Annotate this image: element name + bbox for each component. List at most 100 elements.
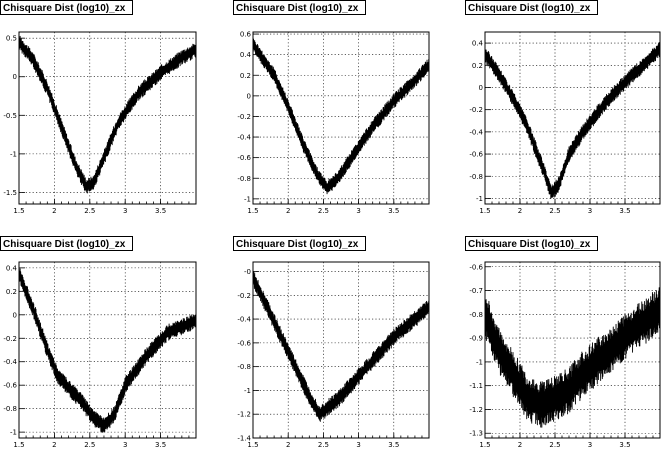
x-tick-label: 1.5 — [247, 207, 258, 215]
x-tick-label: 3 — [588, 441, 592, 449]
y-tick-label: -1 — [244, 195, 251, 203]
y-tick-label: 0.2 — [6, 288, 17, 296]
y-tick-label: 0.6 — [240, 31, 252, 39]
chart-title: Chisquare Dist (log10)_zx — [236, 3, 359, 14]
y-tick-label: -1.4 — [237, 435, 251, 443]
chart-title: Chisquare Dist (log10)_zx — [3, 239, 126, 250]
y-tick-label: -1 — [10, 429, 17, 437]
y-tick-label: -0.2 — [237, 292, 251, 300]
x-tick-label: 2.5 — [84, 207, 95, 215]
chart-title-box — [465, 236, 598, 251]
y-tick-label: 0.4 — [6, 264, 18, 272]
chart-title-box — [233, 236, 366, 251]
chart-title: Chisquare Dist (log10)_zx — [468, 3, 591, 14]
y-tick-label: -0.6 — [469, 151, 483, 159]
chart-panel-2: 1.5 2 2.5 3 3.5 -1 -0.8 -0.6 -0.4 -0.2 0 0.2 0.4 0.6 C… — [233, 0, 430, 215]
y-tick-label: -1 — [476, 195, 483, 203]
x-tick-label: 2 — [518, 207, 522, 215]
series-line — [252, 269, 430, 422]
x-tick-label: 1.5 — [479, 441, 490, 449]
x-tick-label: 3.5 — [388, 207, 399, 215]
y-tick-label: -0.6 — [3, 382, 17, 390]
plot-frame — [18, 31, 197, 205]
y-tick-label: -0.5 — [3, 112, 17, 120]
y-tick-label: -0.4 — [237, 134, 251, 142]
x-tick-label: 2.5 — [549, 441, 560, 449]
x-tick-label: 3.5 — [155, 441, 166, 449]
series-line — [252, 38, 430, 195]
x-tick-label: 2 — [286, 441, 290, 449]
y-tick-label: -1.2 — [469, 406, 483, 414]
chart-title-box — [0, 236, 133, 251]
y-tick-label: -0.6 — [237, 339, 251, 347]
chart-title-box — [233, 0, 366, 15]
x-tick-label: 2.5 — [318, 207, 329, 215]
y-tick-label: -0.2 — [237, 113, 251, 121]
x-tick-label: 2.5 — [84, 441, 95, 449]
y-tick-label: -0.4 — [469, 128, 483, 136]
y-tick-label: 0.4 — [472, 40, 484, 48]
x-tick-label: 2 — [52, 207, 56, 215]
plot-frame — [484, 261, 661, 439]
x-tick-label: 1.5 — [479, 207, 490, 215]
chart-title: Chisquare Dist (log10)_zx — [236, 239, 359, 250]
x-tick-label: 1.5 — [13, 207, 24, 215]
y-tick-label: -1.3 — [469, 430, 483, 438]
y-tick-label: -0.6 — [469, 263, 483, 271]
y-tick-label: -0.2 — [469, 106, 483, 114]
y-tick-label: -0.8 — [469, 311, 483, 319]
x-tick-label: 3.5 — [619, 441, 630, 449]
y-tick-label: -0.8 — [237, 363, 251, 371]
x-tick-label: 3.5 — [388, 441, 399, 449]
x-tick-label: 3 — [356, 207, 360, 215]
y-tick-label: -1.1 — [469, 382, 483, 390]
chart-panel-5: 1.5 2 2.5 3 3.5 -1.4 -1.2 -1 -0.8 -0.6 -0.4 -0.2 -0 C… — [233, 236, 430, 449]
chart-title: Chisquare Dist (log10)_zx — [468, 239, 591, 250]
y-tick-label: 0 — [13, 311, 17, 319]
chart-panel-3: 1.5 2 2.5 3 3.5 -1 -0.8 -0.6 -0.4 -0.2 0 0.2 0.4 Chis… — [465, 0, 661, 215]
plot-frame — [484, 31, 661, 205]
y-tick-label: -0.8 — [237, 175, 251, 183]
x-tick-label: 2 — [52, 441, 56, 449]
y-tick-label: 0 — [479, 84, 483, 92]
chart-panel-4: 1.5 2 2.5 3 3.5 -1 -0.8 -0.6 -0.4 -0.2 0 0.2 0.4 Chis… — [0, 236, 197, 449]
y-tick-label: 0.4 — [240, 51, 252, 59]
series-line — [18, 34, 197, 194]
x-tick-label: 3 — [588, 207, 592, 215]
y-tick-label: -1 — [244, 387, 251, 395]
y-tick-label: 0.2 — [240, 72, 251, 80]
plot-frame — [252, 261, 430, 439]
x-tick-label: 2.5 — [318, 441, 329, 449]
x-tick-label: 3.5 — [155, 207, 166, 215]
y-tick-label: -1 — [10, 150, 17, 158]
x-tick-label: 2 — [518, 441, 522, 449]
series-line — [484, 42, 661, 199]
x-tick-label: 2 — [286, 207, 290, 215]
chart-title-box — [0, 0, 133, 15]
y-tick-label: -0 — [244, 268, 251, 276]
chart-title-box — [465, 0, 598, 15]
y-tick-label: -1.2 — [237, 411, 251, 419]
x-tick-label: 3 — [356, 441, 360, 449]
y-tick-label: -0.4 — [3, 358, 17, 366]
x-tick-label: 3 — [123, 441, 127, 449]
y-tick-label: 0.2 — [472, 62, 483, 70]
x-tick-label: 1.5 — [247, 441, 258, 449]
y-tick-label: 0 — [13, 73, 17, 81]
chart-panel-6: 1.5 2 2.5 3 3.5 -1.3 -1.2 -1.1 -1 -0.9 -0.8 -0.7 -0.… — [465, 236, 661, 449]
y-tick-label: -0.6 — [237, 154, 251, 162]
y-tick-label: -0.8 — [3, 405, 17, 413]
series-line — [18, 267, 197, 433]
x-tick-label: 3.5 — [619, 207, 630, 215]
x-tick-label: 3 — [123, 207, 127, 215]
x-tick-label: 2.5 — [549, 207, 560, 215]
y-tick-label: 0.5 — [6, 35, 17, 43]
y-tick-label: -0.9 — [469, 335, 483, 343]
y-tick-label: -0.2 — [3, 335, 17, 343]
chart-panel-1: 1.5 2 2.5 3 3.5 -1.5 -1 -0.5 0 0.5 Chisquare Dist … — [0, 0, 197, 215]
chart-title: Chisquare Dist (log10)_zx — [3, 3, 126, 14]
y-tick-label: -1 — [476, 358, 483, 366]
y-tick-label: 0 — [247, 92, 251, 100]
y-tick-label: -1.5 — [3, 189, 17, 197]
